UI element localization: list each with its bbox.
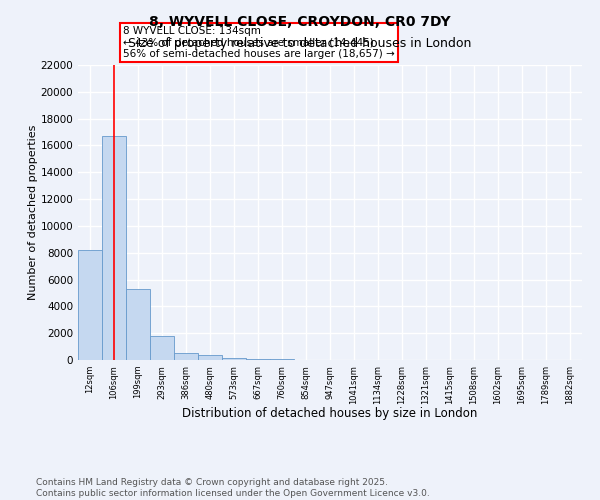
Text: 8 WYVELL CLOSE: 134sqm
← 43% of detached houses are smaller (14,445)
56% of semi: 8 WYVELL CLOSE: 134sqm ← 43% of detached… xyxy=(124,26,395,59)
Bar xyxy=(150,336,174,360)
Bar xyxy=(174,354,198,360)
Bar xyxy=(222,358,246,360)
Text: Contains HM Land Registry data © Crown copyright and database right 2025.
Contai: Contains HM Land Registry data © Crown c… xyxy=(36,478,430,498)
X-axis label: Distribution of detached houses by size in London: Distribution of detached houses by size … xyxy=(182,407,478,420)
Text: 8, WYVELL CLOSE, CROYDON, CR0 7DY: 8, WYVELL CLOSE, CROYDON, CR0 7DY xyxy=(149,15,451,29)
Bar xyxy=(78,250,102,360)
Bar xyxy=(198,356,222,360)
Y-axis label: Number of detached properties: Number of detached properties xyxy=(28,125,38,300)
Bar xyxy=(102,136,126,360)
Text: Size of property relative to detached houses in London: Size of property relative to detached ho… xyxy=(128,38,472,51)
Bar xyxy=(246,358,270,360)
Bar xyxy=(126,289,150,360)
